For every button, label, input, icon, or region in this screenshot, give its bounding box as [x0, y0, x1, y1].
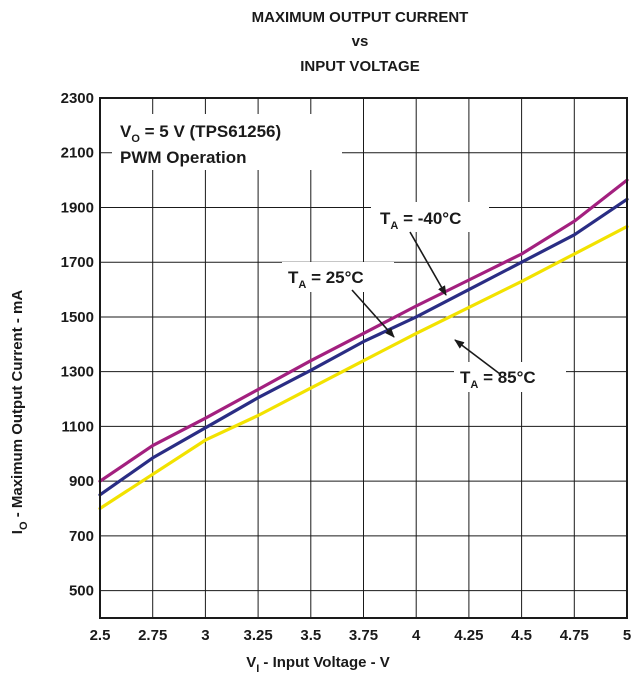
y-axis-label: IO - Maximum Output Current - mA	[9, 290, 30, 535]
x-tick-label-10: 5	[623, 627, 631, 644]
y-tick-label-5: 1500	[61, 309, 94, 326]
arrow-m40	[410, 232, 446, 295]
y-tick-label-1: 700	[69, 528, 94, 545]
y-tick-label-2: 900	[69, 473, 94, 490]
x-tick-label-4: 3.5	[300, 627, 321, 644]
x-axis-label: VI - Input Voltage - V	[246, 654, 390, 674]
y-tick-label-4: 1300	[61, 364, 94, 381]
y-tick-label-7: 1900	[61, 199, 94, 216]
y-tick-label-9: 2300	[61, 90, 94, 107]
y-tick-label-6: 1700	[61, 254, 94, 271]
grid-lines	[100, 98, 627, 618]
y-tick-labels: 500 700 900 1100 1300 1500 1700 1900 2100 2300	[61, 90, 94, 600]
x-tick-label-2: 3	[201, 627, 209, 644]
x-tick-labels: 2.5 2.75 3 3.25 3.5 3.75 4 4.25 4.5 4.75 5	[90, 627, 632, 644]
x-tick-label-6: 4	[412, 627, 421, 644]
y-tick-label-0: 500	[69, 583, 94, 600]
y-tick-label-8: 2100	[61, 145, 94, 162]
y-tick-label-3: 1100	[61, 418, 94, 435]
x-tick-label-8: 4.5	[511, 627, 532, 644]
x-tick-label-3: 3.25	[243, 627, 272, 644]
x-tick-label-7: 4.25	[454, 627, 483, 644]
x-tick-label-9: 4.75	[560, 627, 589, 644]
x-tick-label-0: 2.5	[90, 627, 111, 644]
x-tick-label-1: 2.75	[138, 627, 167, 644]
x-tick-label-5: 3.75	[349, 627, 378, 644]
condition-pwm: PWM Operation	[120, 148, 247, 167]
